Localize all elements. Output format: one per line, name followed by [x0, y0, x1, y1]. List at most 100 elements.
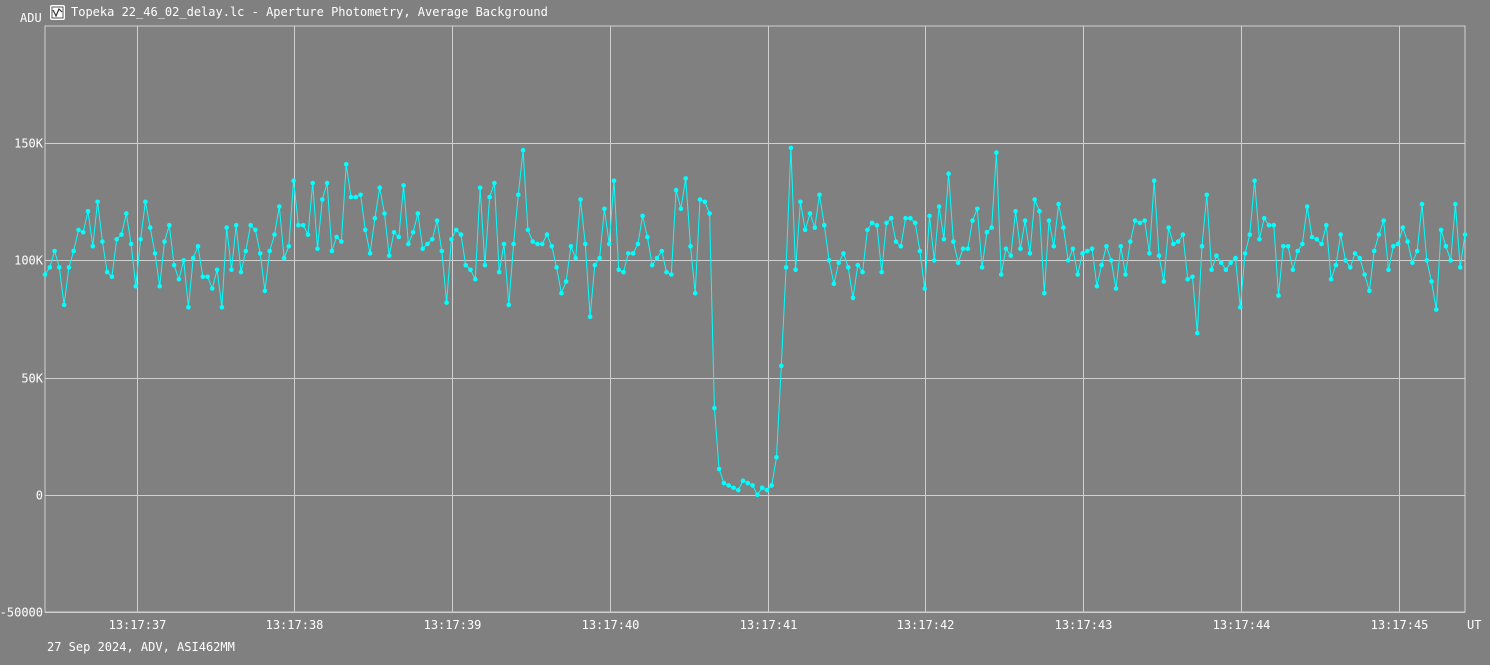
data-point: [845, 265, 851, 270]
data-point: [1348, 265, 1353, 270]
series-line: [44, 147, 1466, 496]
data-point: [401, 183, 406, 188]
data-point: [219, 305, 225, 310]
x-tick-label: 13:17:40: [582, 618, 640, 632]
data-point: [697, 197, 703, 202]
data-point: [1242, 251, 1248, 256]
data-point: [683, 176, 688, 181]
data-point: [210, 286, 215, 291]
data-point: [965, 246, 971, 251]
data-point: [525, 227, 531, 233]
data-point: [1376, 232, 1382, 237]
data-point: [453, 227, 459, 233]
data-point: [1295, 248, 1300, 254]
data-point: [1352, 251, 1358, 256]
data-point: [721, 480, 727, 486]
data-point: [841, 251, 846, 256]
data-point: [1381, 218, 1386, 223]
data-point: [1223, 267, 1229, 273]
data-point: [912, 220, 918, 226]
data-point: [649, 262, 655, 268]
data-point: [716, 466, 722, 472]
data-point: [1013, 208, 1018, 214]
data-point: [1061, 225, 1066, 230]
data-point: [1371, 248, 1377, 254]
data-point: [410, 230, 416, 235]
data-point: [1027, 251, 1033, 256]
data-point: [831, 281, 837, 287]
data-point: [1395, 241, 1401, 247]
x-tick-label: 13:17:37: [109, 618, 167, 632]
data-point: [1438, 227, 1444, 233]
data-point: [214, 267, 220, 273]
data-point: [114, 237, 119, 242]
data-point: [143, 199, 148, 205]
data-point: [783, 265, 789, 270]
data-point: [936, 204, 942, 209]
data-point: [224, 225, 229, 230]
window-title: Topeka 22_46_02_delay.lc - Aperture Phot…: [71, 5, 548, 19]
data-point: [1261, 215, 1267, 221]
data-point: [1285, 244, 1291, 249]
data-point: [520, 147, 526, 153]
data-point: [750, 483, 755, 488]
y-tick-label: 150K: [14, 137, 44, 151]
data-point: [1099, 262, 1104, 268]
data-point: [812, 225, 818, 230]
data-point: [1218, 260, 1224, 266]
data-point: [869, 220, 875, 226]
data-point: [329, 248, 335, 254]
data-point: [449, 237, 454, 242]
data-point: [300, 222, 306, 228]
data-point: [1343, 258, 1348, 263]
data-point: [310, 180, 316, 186]
data-point: [611, 178, 617, 183]
data-point: [1128, 239, 1133, 244]
data-point: [133, 283, 139, 289]
data-point: [1333, 262, 1339, 268]
y-axis-unit-label: ADU: [20, 11, 42, 25]
data-point: [167, 222, 172, 228]
data-point: [1290, 267, 1296, 273]
data-point: [190, 255, 196, 261]
data-point: [1233, 255, 1238, 261]
data-point: [530, 239, 535, 244]
data-point: [568, 244, 574, 249]
data-point: [1080, 251, 1085, 256]
data-point: [482, 262, 488, 268]
data-point: [181, 258, 186, 263]
data-point: [1185, 276, 1190, 282]
data-point: [970, 218, 975, 223]
data-point: [1022, 218, 1028, 223]
data-point: [90, 244, 96, 249]
data-point: [879, 269, 884, 275]
data-point: [367, 251, 373, 256]
data-point: [1032, 197, 1037, 202]
data-point: [817, 192, 822, 198]
data-point: [477, 185, 483, 190]
data-point: [420, 246, 426, 251]
data-point: [1190, 274, 1195, 280]
data-point: [1362, 272, 1367, 277]
data-point: [205, 274, 210, 280]
chart-app-icon[interactable]: [50, 4, 65, 20]
data-point: [406, 241, 411, 247]
data-point: [903, 215, 908, 221]
data-point: [1357, 255, 1363, 261]
y-tick-label: 0: [36, 489, 43, 503]
data-point: [673, 187, 679, 193]
data-point: [1367, 288, 1372, 294]
data-point: [496, 269, 502, 275]
data-point: [802, 227, 808, 233]
data-point: [281, 255, 287, 261]
data-point: [305, 232, 311, 237]
data-point: [984, 230, 990, 235]
data-point: [1065, 258, 1071, 263]
data-point: [1008, 253, 1014, 258]
data-point: [678, 206, 684, 212]
data-point: [688, 244, 693, 249]
data-point: [654, 255, 660, 261]
data-point: [138, 237, 143, 242]
data-point: [1161, 279, 1167, 284]
